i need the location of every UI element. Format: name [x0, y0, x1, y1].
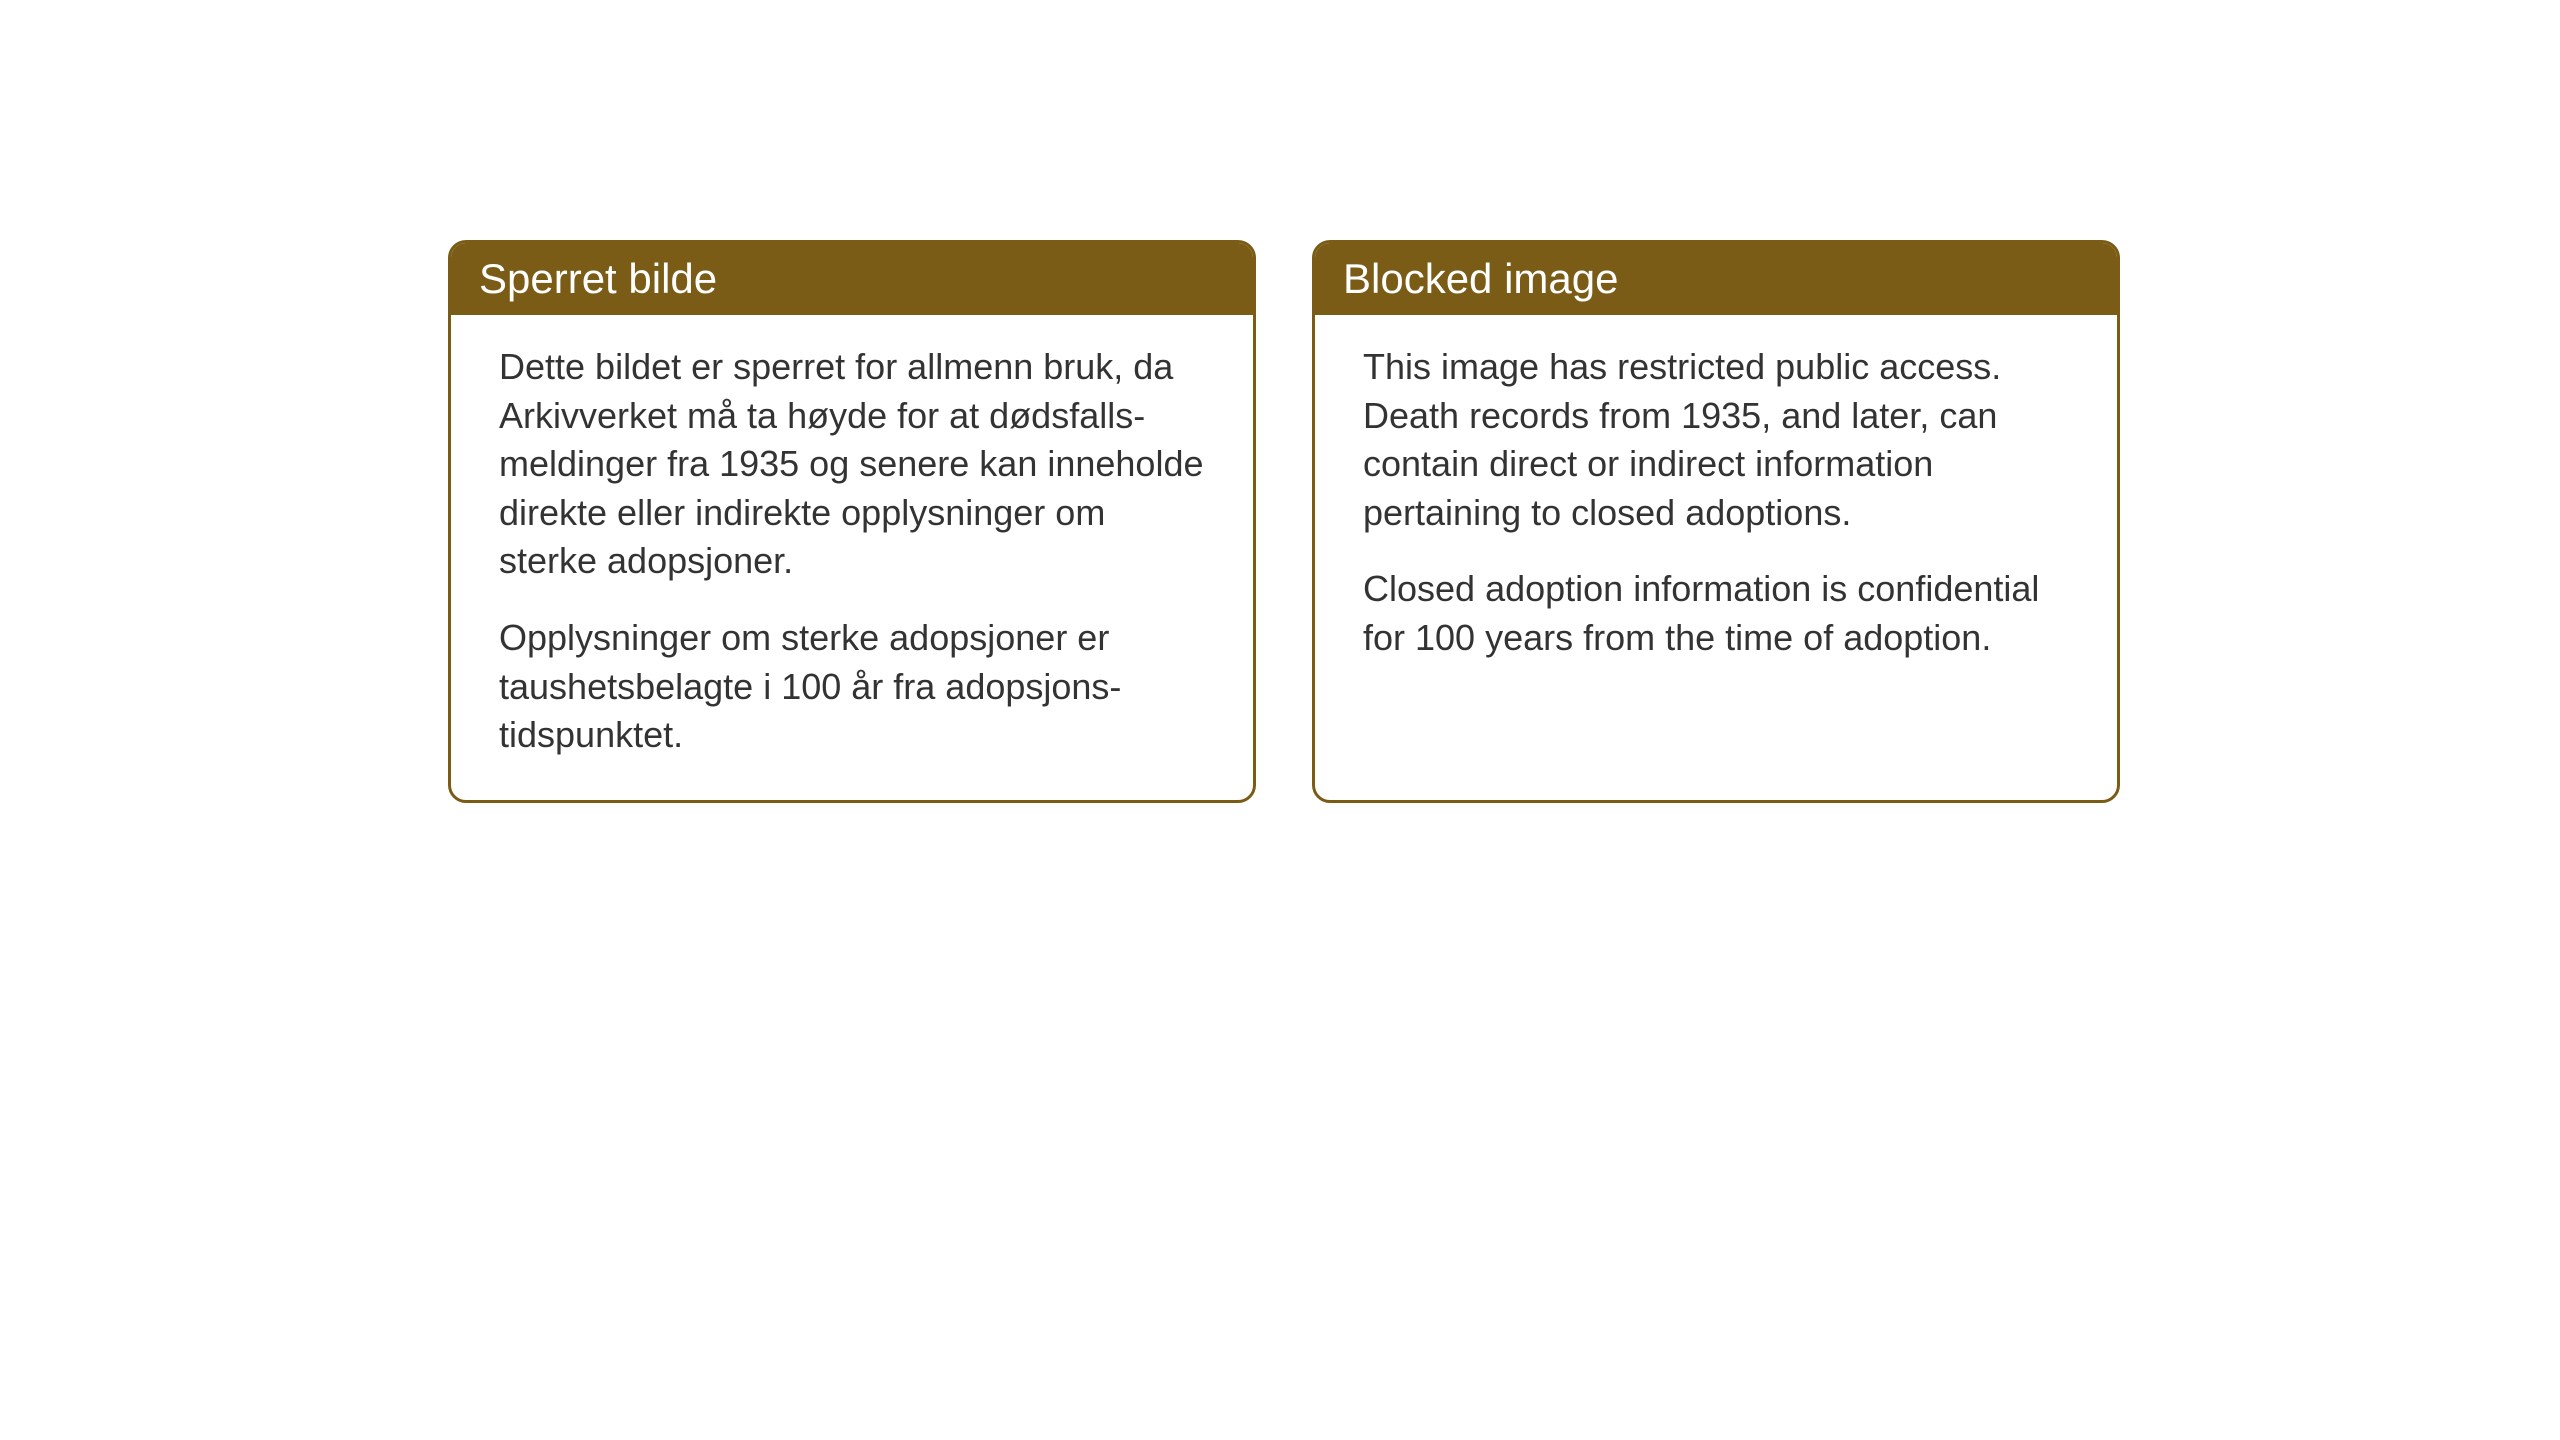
notice-container: Sperret bilde Dette bildet er sperret fo…	[448, 240, 2120, 803]
card-header: Sperret bilde	[451, 243, 1253, 315]
card-body: Dette bildet er sperret for allmenn bruk…	[451, 315, 1253, 800]
notice-card-english: Blocked image This image has restricted …	[1312, 240, 2120, 803]
card-header: Blocked image	[1315, 243, 2117, 315]
card-paragraph: Closed adoption information is confident…	[1363, 565, 2069, 662]
notice-card-norwegian: Sperret bilde Dette bildet er sperret fo…	[448, 240, 1256, 803]
card-paragraph: Dette bildet er sperret for allmenn bruk…	[499, 343, 1205, 586]
card-paragraph: This image has restricted public access.…	[1363, 343, 2069, 537]
card-paragraph: Opplysninger om sterke adopsjoner er tau…	[499, 614, 1205, 760]
card-body: This image has restricted public access.…	[1315, 315, 2117, 703]
card-title: Sperret bilde	[479, 255, 717, 302]
card-title: Blocked image	[1343, 255, 1618, 302]
